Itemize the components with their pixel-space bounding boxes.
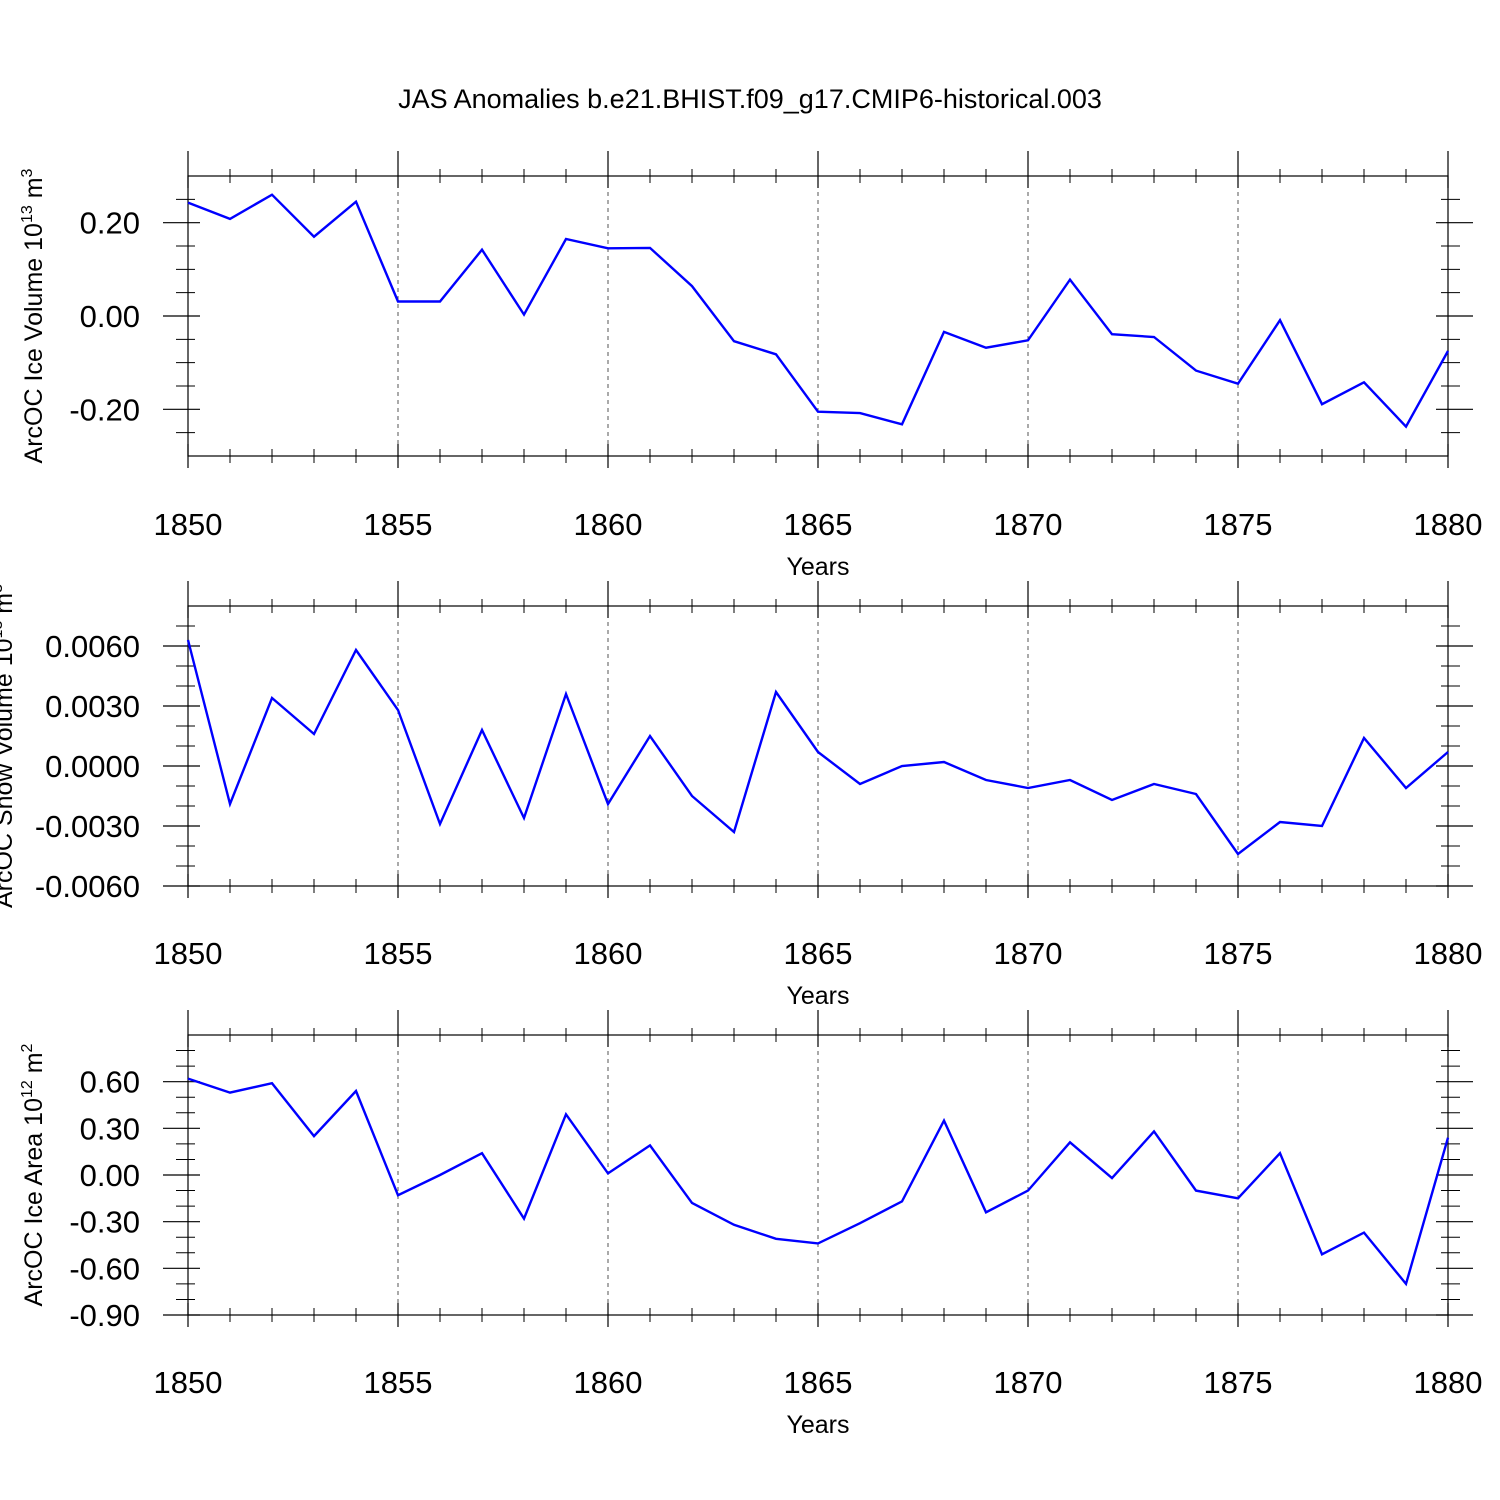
ice-area-panel: Years ArcOC Ice Area 1012 m2 1850 1855 186… — [19, 1010, 1482, 1439]
x-tick-label: 1865 — [784, 936, 853, 971]
x-tick-label: 1880 — [1414, 936, 1483, 971]
x-tick-label: 1880 — [1414, 1365, 1483, 1400]
plot-frame — [187, 1034, 1449, 1316]
y-tick-label: 0.00 — [80, 299, 140, 334]
y-tick-label: -0.0060 — [35, 869, 140, 904]
plot-frame — [187, 605, 1449, 887]
series-line — [187, 1077, 1450, 1287]
x-tick-label: 1850 — [154, 507, 223, 542]
y-tick-label: 0.0000 — [45, 749, 140, 784]
plot-frame — [187, 175, 1449, 457]
x-tick-label: 1875 — [1204, 507, 1273, 542]
x-tick-label: 1875 — [1204, 936, 1273, 971]
y-tick-label: 0.0060 — [45, 629, 140, 664]
y-tick-label: -0.30 — [69, 1205, 140, 1240]
y-tick-label: 0.0030 — [45, 689, 140, 724]
chart-title: JAS Anomalies b.e21.BHIST.f09_g17.CMIP6-… — [398, 84, 1102, 114]
x-axis-label: Years — [786, 1411, 849, 1439]
x-tick-label: 1880 — [1414, 507, 1483, 542]
x-tick-label: 1860 — [574, 936, 643, 971]
x-tick-label: 1850 — [154, 936, 223, 971]
ice-volume-panel: Years ArcOC Ice Volume 1013 m3 1850 1855 1… — [19, 151, 1482, 581]
x-tick-label: 1865 — [784, 1365, 853, 1400]
y-axis-label: ArcOC Snow Volume 1013 m3 — [0, 584, 18, 908]
x-tick-label: 1855 — [364, 1365, 433, 1400]
y-axis-label: ArcOC Ice Area 1012 m2 — [19, 1043, 48, 1306]
y-tick-label: 0.30 — [80, 1111, 140, 1146]
x-axis-label: Years — [786, 553, 849, 581]
x-tick-label: 1875 — [1204, 1365, 1273, 1400]
y-axis-label: ArcOC Ice Volume 1013 m3 — [19, 168, 48, 463]
y-tick-label: -0.90 — [69, 1298, 140, 1333]
x-tick-label: 1850 — [154, 1365, 223, 1400]
series-line — [186, 639, 1449, 856]
y-tick-label: 0.00 — [80, 1158, 140, 1193]
x-tick-label: 1870 — [994, 936, 1063, 971]
series-line — [187, 193, 1450, 429]
x-axis-label: Years — [786, 982, 849, 1010]
x-tick-label: 1855 — [364, 936, 433, 971]
x-tick-label: 1870 — [994, 507, 1063, 542]
y-tick-label: 0.60 — [80, 1065, 140, 1100]
snow-volume-panel: Years ArcOC Snow Volume 1013 m3 1850 1855… — [0, 581, 1482, 1010]
x-tick-label: 1860 — [574, 1365, 643, 1400]
y-tick-label: -0.20 — [69, 392, 140, 427]
x-tick-label: 1870 — [994, 1365, 1063, 1400]
y-tick-label: -0.60 — [69, 1251, 140, 1286]
y-tick-label: 0.20 — [80, 206, 140, 241]
y-tick-label: -0.0030 — [35, 809, 140, 844]
x-tick-label: 1865 — [784, 507, 853, 542]
x-tick-label: 1855 — [364, 507, 433, 542]
x-tick-label: 1860 — [574, 507, 643, 542]
